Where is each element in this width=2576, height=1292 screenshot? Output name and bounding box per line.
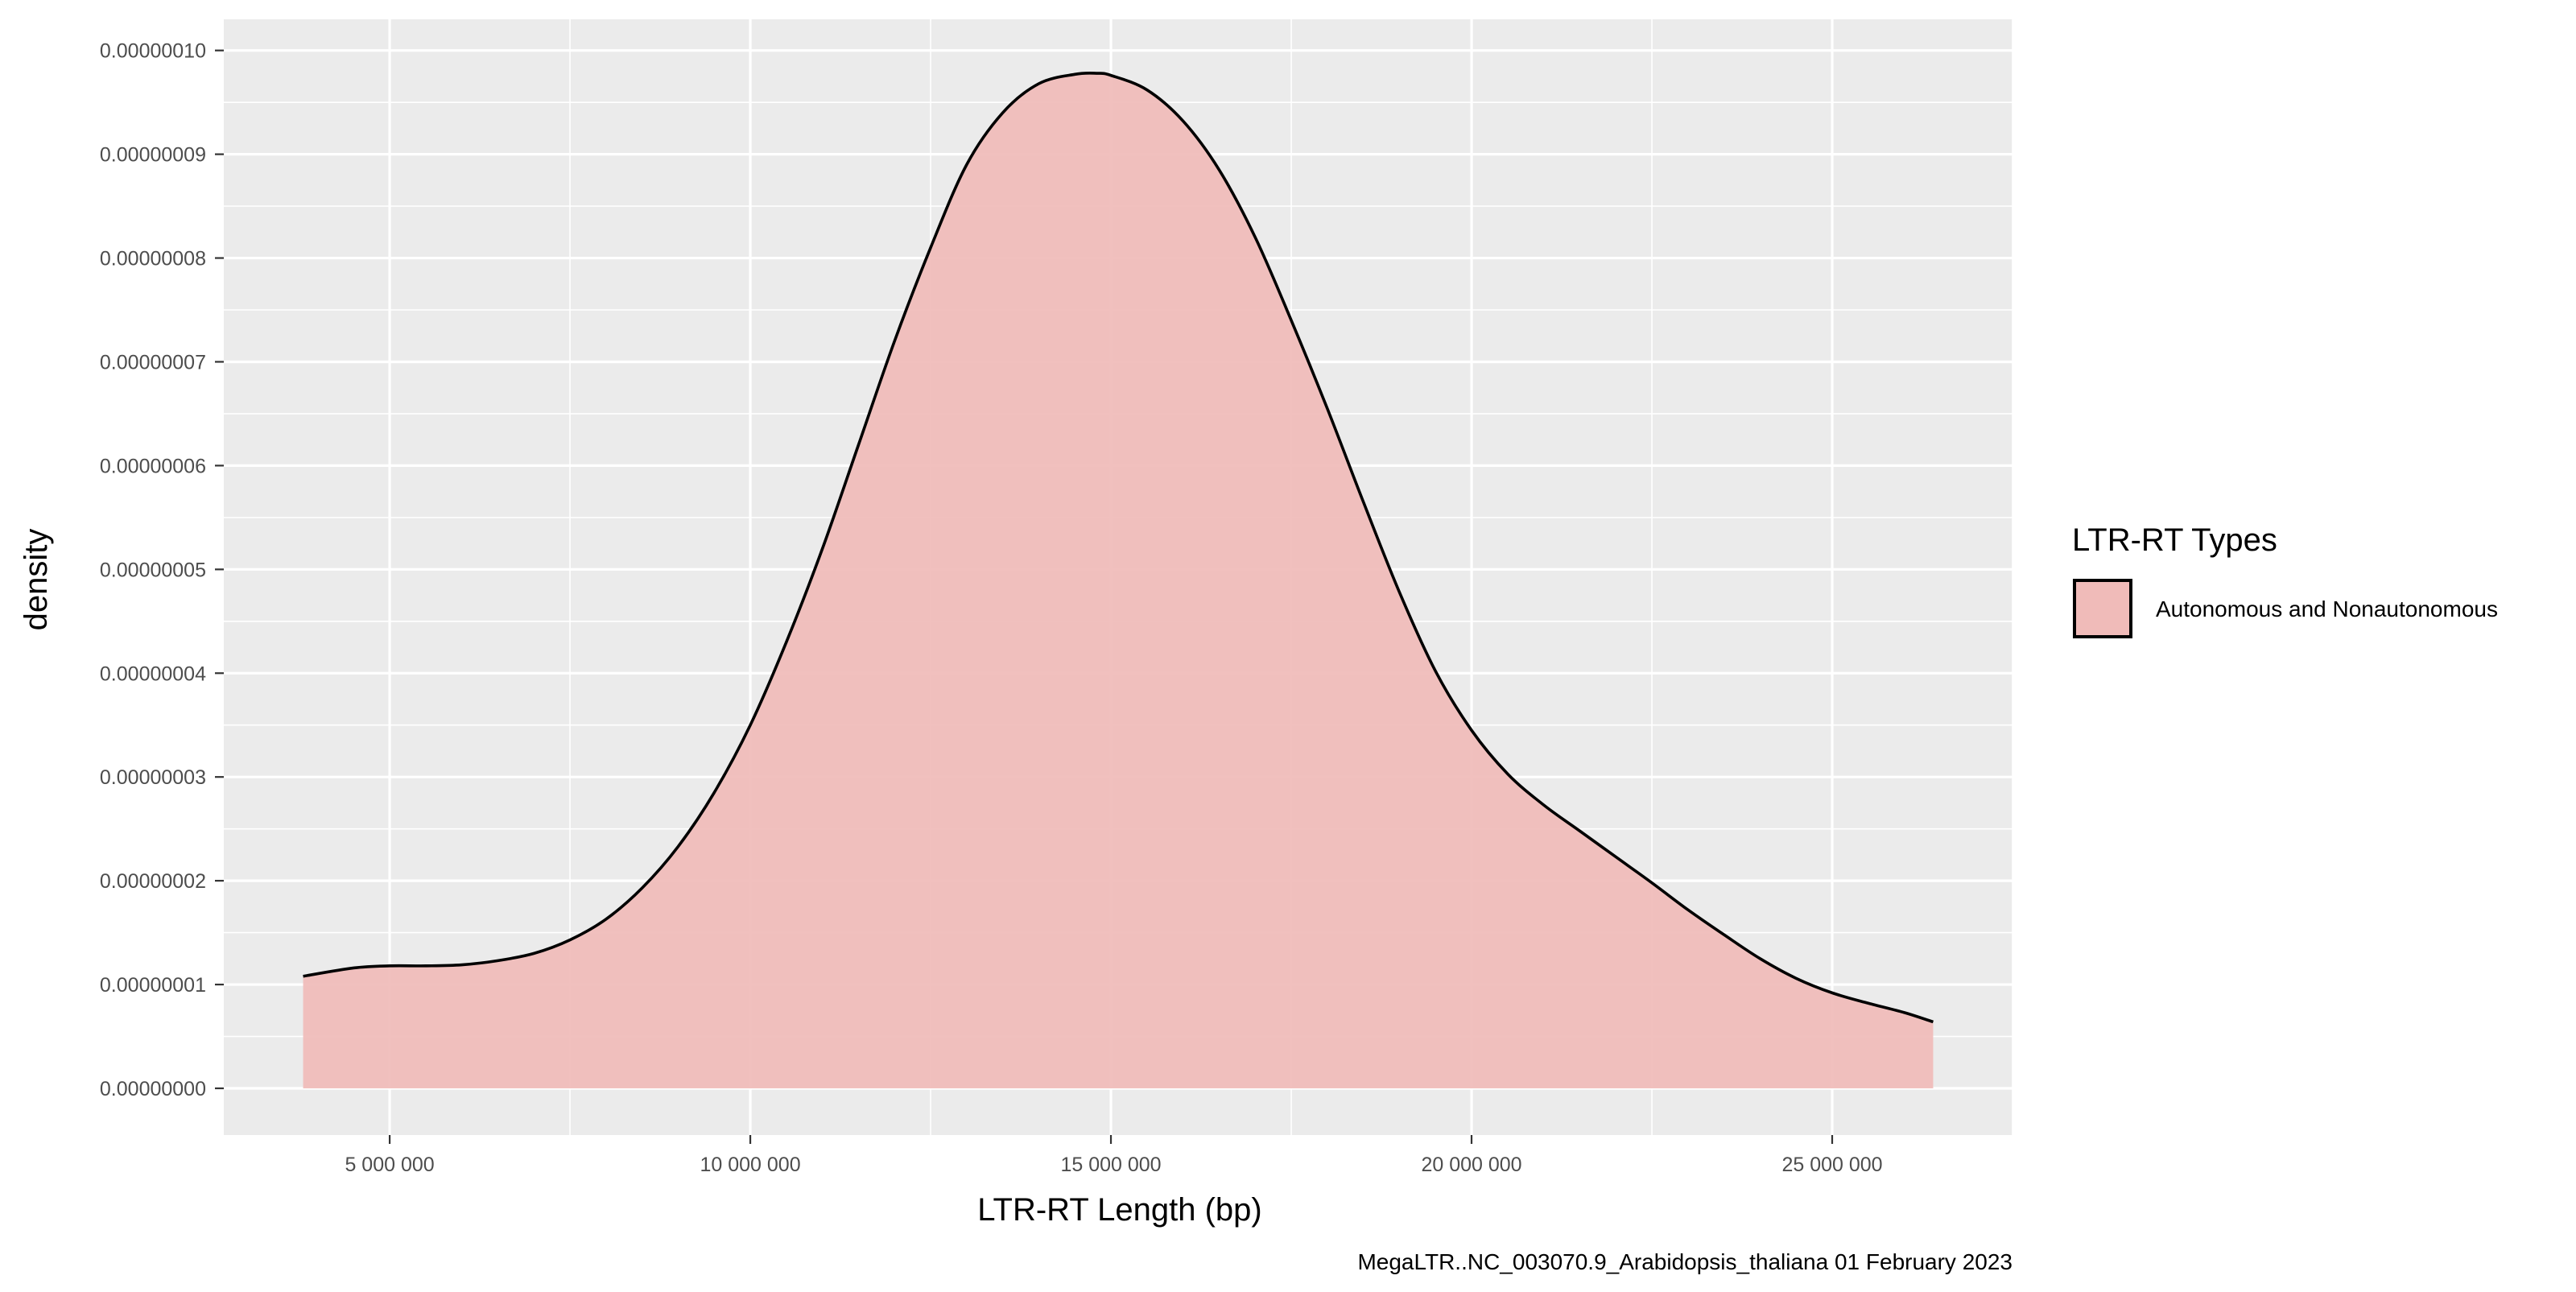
legend-title: LTR-RT Types	[2072, 522, 2277, 558]
x-tick-label: 10 000 000	[700, 1154, 800, 1176]
y-tick-label: 0.00000003	[100, 766, 206, 789]
y-tick-label: 0.00000004	[100, 663, 206, 685]
x-tick-label: 25 000 000	[1781, 1154, 1882, 1176]
density-series	[303, 71, 1934, 1088]
y-tick-label: 0.00000008	[100, 248, 206, 270]
x-axis-title: LTR-RT Length (bp)	[977, 1192, 1262, 1228]
density-curve-line	[303, 71, 1934, 1024]
legend-key-swatch	[2073, 579, 2132, 638]
y-tick-label: 0.00000007	[100, 351, 206, 374]
y-tick-label: 0.00000002	[100, 870, 206, 893]
x-tick-label: 5 000 000	[345, 1154, 434, 1176]
y-tick-label: 0.00000009	[100, 144, 206, 167]
y-tick-label: 0.00000001	[100, 974, 206, 997]
density-area-fill	[303, 72, 1934, 1088]
y-tick-label: 0.00000000	[100, 1078, 206, 1100]
legend: LTR-RT Types Autonomous and Nonautonomou…	[2072, 522, 2498, 638]
x-tick-label: 20 000 000	[1421, 1154, 1521, 1176]
y-tick-label: 0.00000005	[100, 559, 206, 581]
axes: 5 000 000 10 000 000 15 000 000 20 000 000 2…	[100, 40, 1883, 1176]
y-axis-title: density	[19, 529, 54, 631]
legend-entry-label: Autonomous and Nonautonomous	[2156, 596, 2498, 621]
caption: MegaLTR..NC_003070.9_Arabidopsis_thalian…	[1357, 1249, 2013, 1274]
x-tick-label: 15 000 000	[1060, 1154, 1161, 1176]
y-tick-label: 0.00000010	[100, 40, 206, 63]
y-tick-label: 0.00000006	[100, 455, 206, 477]
